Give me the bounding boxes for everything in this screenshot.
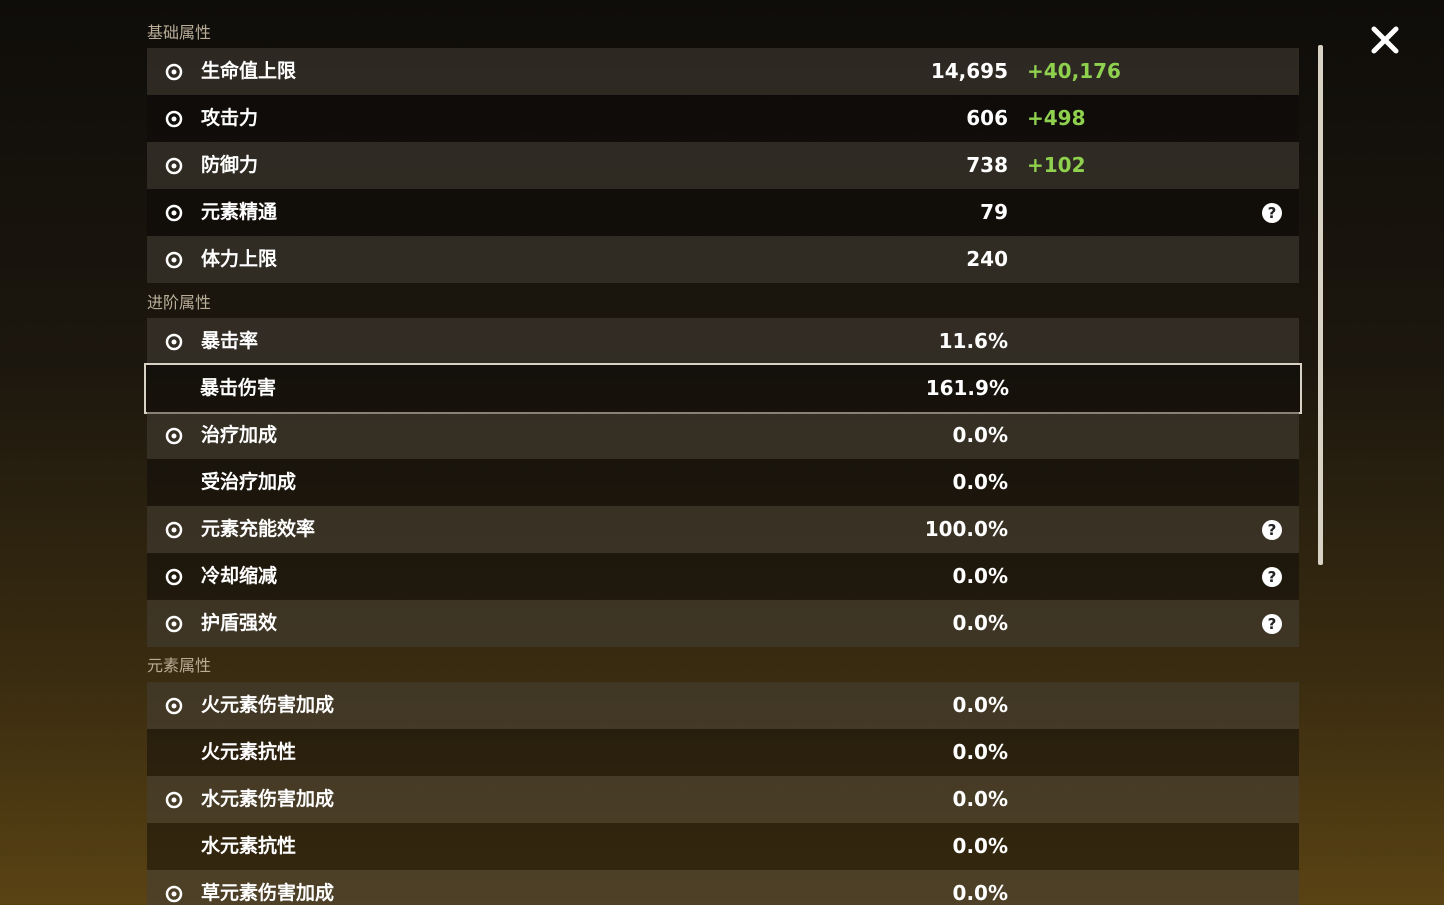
stat-value: 0.0% <box>952 423 1008 447</box>
stat-value: 738 <box>966 153 1008 177</box>
stat-row[interactable]: 暴击率 11.6% <box>147 318 1299 365</box>
stat-label: 火元素伤害加成 <box>201 694 335 716</box>
stat-row[interactable]: 攻击力 606 +498 <box>147 95 1299 142</box>
stat-value: 14,695 <box>930 59 1008 83</box>
stat-label: 暴击率 <box>201 330 259 352</box>
stat-label: 元素精通 <box>201 201 278 223</box>
help-icon[interactable]: ? <box>1262 567 1282 587</box>
stat-icon <box>165 615 183 633</box>
section-title: 基础属性 <box>147 23 212 42</box>
stat-row[interactable]: 元素精通 79? <box>147 189 1299 236</box>
stat-row[interactable]: 暴击伤害 161.9% <box>144 363 1302 414</box>
stat-label: 水元素伤害加成 <box>201 788 335 810</box>
stat-value: 0.0% <box>952 881 1008 905</box>
stat-icon <box>165 568 183 586</box>
stat-row[interactable]: 水元素抗性 0.0% <box>147 823 1299 870</box>
stat-icon <box>165 333 183 351</box>
stat-label: 元素充能效率 <box>201 518 316 540</box>
stat-value: 161.9% <box>925 376 1009 400</box>
stat-value: 79 <box>980 200 1008 224</box>
stat-bonus: +40,176 <box>1027 59 1121 83</box>
stat-icon <box>165 204 183 222</box>
stat-label: 治疗加成 <box>201 424 278 446</box>
stat-icon <box>165 885 183 903</box>
stat-label: 水元素抗性 <box>201 835 297 857</box>
stat-value: 0.0% <box>952 834 1008 858</box>
section-title: 元素属性 <box>147 656 212 675</box>
stat-row[interactable]: 草元素伤害加成 0.0% <box>147 870 1299 905</box>
stat-value: 240 <box>966 247 1008 271</box>
section-title: 进阶属性 <box>147 293 212 312</box>
stat-icon <box>165 697 183 715</box>
stat-label: 生命值上限 <box>201 60 297 82</box>
stat-row[interactable]: 水元素伤害加成 0.0% <box>147 776 1299 823</box>
stat-value: 0.0% <box>952 740 1008 764</box>
stat-icon <box>165 791 183 809</box>
stat-value: 0.0% <box>952 693 1008 717</box>
help-icon[interactable]: ? <box>1262 614 1282 634</box>
stat-row[interactable]: 防御力 738 +102 <box>147 142 1299 189</box>
help-icon[interactable]: ? <box>1262 203 1282 223</box>
stat-icon <box>165 110 183 128</box>
stat-label: 攻击力 <box>201 107 259 129</box>
stat-label: 火元素抗性 <box>201 741 297 763</box>
stat-value: 0.0% <box>952 564 1008 588</box>
stat-row[interactable]: 治疗加成 0.0% <box>147 412 1299 459</box>
stat-label: 防御力 <box>201 154 259 176</box>
stat-label: 冷却缩减 <box>201 565 278 587</box>
stat-row[interactable]: 火元素抗性 0.0% <box>147 729 1299 776</box>
stat-value: 11.6% <box>938 329 1008 353</box>
stat-row[interactable]: 体力上限 240 <box>147 236 1299 283</box>
stat-row[interactable]: 受治疗加成 0.0% <box>147 459 1299 506</box>
stat-row[interactable]: 元素充能效率 100.0%? <box>147 506 1299 553</box>
stat-row[interactable]: 冷却缩减 0.0%? <box>147 553 1299 600</box>
stat-label: 受治疗加成 <box>201 471 297 493</box>
stat-value: 606 <box>966 106 1008 130</box>
stat-value: 0.0% <box>952 787 1008 811</box>
stat-icon <box>165 251 183 269</box>
stat-label: 体力上限 <box>201 248 278 270</box>
stat-value: 0.0% <box>952 611 1008 635</box>
stat-row[interactable]: 生命值上限 14,695 +40,176 <box>147 48 1299 95</box>
stat-bonus: +498 <box>1027 106 1086 130</box>
stat-label: 暴击伤害 <box>200 377 277 399</box>
stat-label: 草元素伤害加成 <box>201 882 335 904</box>
stat-row[interactable]: 护盾强效 0.0%? <box>147 600 1299 647</box>
help-icon[interactable]: ? <box>1262 520 1282 540</box>
stat-icon <box>165 521 183 539</box>
stat-icon <box>165 157 183 175</box>
stat-row[interactable]: 火元素伤害加成 0.0% <box>147 682 1299 729</box>
stat-value: 100.0% <box>924 517 1008 541</box>
stat-value: 0.0% <box>952 470 1008 494</box>
stat-label: 护盾强效 <box>201 612 278 634</box>
stat-icon <box>165 63 183 81</box>
stat-icon <box>165 427 183 445</box>
stat-bonus: +102 <box>1027 153 1086 177</box>
